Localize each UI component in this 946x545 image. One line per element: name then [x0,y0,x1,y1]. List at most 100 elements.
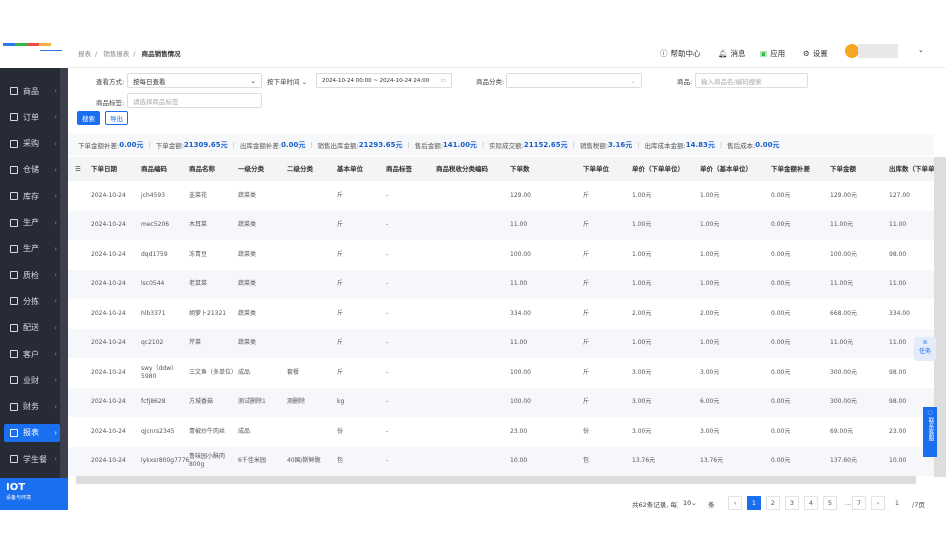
breadcrumb-item[interactable]: 报表 [78,49,91,58]
table-cell: 冻青豆 [189,250,208,258]
messages-button[interactable]: 🔔︎ 消息 [718,48,746,59]
sidebar-item-9[interactable]: 配送 › [4,319,60,337]
vertical-scrollbar[interactable] [934,157,946,477]
product-search-input[interactable]: 输入商品名/编码搜索 [695,73,808,88]
tag-placeholder: 请选择商品标签 [133,97,179,106]
sidebar-item-0[interactable]: 商品 › [4,82,60,100]
table-cell: 韭菜花 [189,191,208,199]
time-type-select[interactable]: 按下单时间 ⌄ [267,78,308,86]
sidebar-item-8[interactable]: 分拣 › [4,292,60,310]
table-cell: hlb3371 [141,309,166,317]
summary-value: 3.16元 [608,141,633,149]
table-cell: 斤 [583,221,590,229]
table-row[interactable]: 2024-10-24 swy（ddw）5980 三文鱼（多单位） 成品 套餐 斤 - 100.… [68,358,934,388]
sidebar-item-13[interactable]: 报表 › [4,423,60,442]
table-cell: mec5206 [141,221,170,229]
task-button[interactable]: ≋ 任务 [914,337,936,361]
table-cell: 斤 [583,398,590,406]
total-records: 共62条记录, 每页 [632,501,684,509]
avatar[interactable] [845,44,859,58]
column-settings-icon[interactable]: ☰ [75,165,81,173]
column-header[interactable]: 二级分类 [287,165,313,173]
table-cell: 0.00元 [771,280,791,288]
tag-select[interactable]: 请选择商品标签 [127,93,262,108]
column-header[interactable]: 商品编码 [141,165,167,173]
view-mode-select[interactable]: 按每日查看 ⌄ [127,73,262,88]
iot-title: IOT [6,482,26,493]
table-cell: 1.00元 [632,250,652,258]
summary-label: 实际成交额: [489,142,524,150]
table-cell: 份 [337,427,344,435]
column-header[interactable]: 下单单位 [583,165,609,173]
user-name-blurred[interactable] [858,44,898,58]
divider: | [148,141,151,149]
chevron-right-icon: › [54,192,57,201]
column-header[interactable]: 下单日期 [91,165,117,173]
page-ellipsis[interactable]: ... [845,499,852,507]
table-row[interactable]: 2024-10-24 lsc0544 老鼠菜 蔬菜类 斤 - 11.00 斤 1.00元 1.00… [68,269,934,299]
page-button[interactable]: 5 [823,496,837,510]
breadcrumb-item[interactable]: 销售报表 [103,49,130,58]
sidebar-item-label: 生产 [23,218,39,227]
table-row[interactable]: 2024-10-24 qc2102 芹菜 蔬菜类 斤 - 11.00 斤 1.00元 1.00元 0… [68,328,934,358]
table-row[interactable]: 2024-10-24 hlb3371 胡萝卜21321 蔬菜类 斤 - 334.00 斤 2.0… [68,299,934,329]
iot-banner[interactable]: IOT 设备与环境 [0,478,68,510]
column-header[interactable]: 基本单位 [337,165,363,173]
date-range-picker[interactable]: 2024-10-24 00:00 ~ 2024-10-24 24:00 ▭ [316,73,452,88]
sidebar-item-5[interactable]: 生产 › [4,214,60,232]
page-button[interactable]: 1 [747,496,761,510]
table-row[interactable]: 2024-10-24 jch4593 韭菜花 蔬菜类 斤 - 129.00 斤 1.00元 1.0… [68,181,934,211]
table-cell: 129.00元 [830,191,857,199]
column-header[interactable]: 单价（基本单位） [700,165,752,173]
horizontal-scrollbar[interactable] [76,476,916,484]
page-button[interactable]: 4 [804,496,818,510]
column-header[interactable]: 单价（下单单位） [632,165,684,173]
sidebar-item-10[interactable]: 客户 › [4,345,60,363]
export-button[interactable]: 导出 [105,111,128,125]
page-button[interactable]: 3 [785,496,799,510]
column-header[interactable]: 出库数（下单单位） [889,165,946,173]
column-header[interactable]: 商品标签 [386,165,412,173]
summary-value: 14.83元 [685,141,715,149]
table-row[interactable]: 2024-10-24 mec5206 木耳菜 蔬菜类 斤 - 11.00 斤 1.00元 1.00… [68,210,934,240]
table-row[interactable]: 2024-10-24 lykxsr800g7776 鲁味园小酥肉800g 6千佳米园 4… [68,446,934,476]
page-button[interactable]: 2 [766,496,780,510]
search-button[interactable]: 搜索 [77,111,100,125]
page-size-select[interactable]: 10 ⌄ [678,496,706,510]
prev-page-button[interactable]: ‹ [728,496,742,510]
column-header[interactable]: 一级分类 [238,165,264,173]
sidebar-item-7[interactable]: 质检 › [4,266,60,284]
layers-icon: ≋ [922,339,928,346]
table-cell: kg [337,398,345,406]
column-header[interactable]: 商品税收分类编码 [436,165,488,173]
column-header[interactable]: 商品名称 [189,165,215,173]
customer-service-button[interactable]: ◌ 联系客服 [923,407,937,457]
sidebar-scrollbar[interactable] [60,68,68,478]
sidebar-item-11[interactable]: 业财 › [4,371,60,389]
chevron-down-icon[interactable]: ⌄ [918,46,924,54]
table-row[interactable]: 2024-10-24 dqd1759 冻青豆 蔬菜类 斤 - 100.00 斤 1.00元 1.0… [68,240,934,270]
column-header[interactable]: 下单金额 [830,165,856,173]
page-jump-input[interactable]: 1 [894,499,900,507]
apps-button[interactable]: ▣ 应用 [760,48,785,59]
iot-subtitle: 设备与环境 [6,495,32,501]
settings-button[interactable]: ⚙ 设置 [803,48,828,59]
table-cell: 1.00元 [700,280,720,288]
help-center-button[interactable]: ⓘ 帮助中心 [660,48,701,59]
next-page-button[interactable]: › [871,496,885,510]
sidebar-item-12[interactable]: 财务 › [4,398,60,416]
sidebar-item-2[interactable]: 采购 › [4,135,60,153]
sidebar-item-14[interactable]: 学生餐 › [4,450,60,468]
sidebar-item-1[interactable]: 订单 › [4,108,60,126]
column-header[interactable]: 下单数 [510,165,530,173]
sidebar-item-3[interactable]: 仓储 › [4,161,60,179]
inspect-icon [10,271,18,280]
sidebar-item-6[interactable]: 生产 › [4,240,60,258]
sidebar-item-4[interactable]: 库存 › [4,187,60,205]
table-row[interactable]: 2024-10-24 fcfj8628 方城香菇 测试删除1 测删除 kg - 100.00 斤… [68,387,934,417]
page-button[interactable]: 7 [852,496,866,510]
time-type-value: 按下单时间 [267,78,300,86]
category-select[interactable]: ⌄ [506,73,642,88]
table-row[interactable]: 2024-10-24 qjcnrs2345 青椒炒牛肉丝 成品 份 - 23.00 份 3.00… [68,417,934,447]
column-header[interactable]: 下单金额补差 [771,165,810,173]
